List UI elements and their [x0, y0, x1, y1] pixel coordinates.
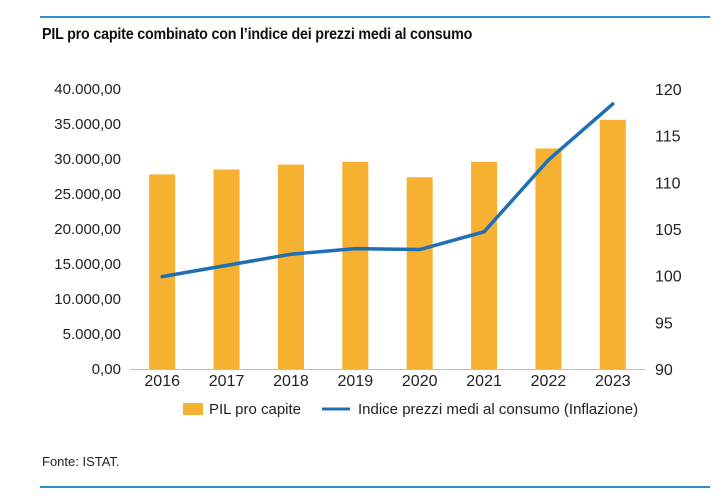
left-tick-label: 40.000,00 — [54, 81, 121, 98]
bar-2019 — [342, 161, 369, 369]
right-tick-label: 115 — [655, 129, 681, 146]
x-tick-label: 2018 — [273, 373, 309, 390]
legend-line-label: Indice prezzi medi al consumo (Inflazion… — [358, 401, 638, 418]
left-tick-label: 10.000,00 — [54, 291, 121, 308]
x-tick-label: 2021 — [466, 373, 502, 390]
right-tick-label: 120 — [655, 82, 682, 99]
left-tick-label: 30.000,00 — [54, 151, 121, 168]
x-tick-label: 2023 — [595, 373, 631, 390]
bar-series — [149, 119, 626, 369]
left-tick-label: 0,00 — [92, 361, 121, 378]
legend-bar-label: PIL pro capite — [209, 401, 301, 418]
legend: PIL pro capite Indice prezzi medi al con… — [183, 401, 638, 418]
bar-2021 — [471, 161, 498, 369]
bar-2016 — [149, 174, 176, 369]
right-tick-label: 110 — [655, 175, 681, 192]
line-series — [160, 102, 615, 279]
right-tick-label: 95 — [655, 315, 673, 332]
left-tick-label: 35.000,00 — [54, 116, 121, 133]
right-tick-label: 105 — [655, 222, 682, 239]
x-tick-label: 2017 — [209, 373, 245, 390]
right-tick-label: 90 — [655, 362, 673, 379]
x-axis: 2016 2017 2018 2019 2020 2021 2022 2023 — [130, 369, 645, 390]
x-tick-label: 2020 — [402, 373, 438, 390]
bar-2017 — [213, 169, 240, 369]
legend-bar-swatch — [183, 403, 203, 415]
right-axis: 90 95 100 105 110 115 120 — [655, 82, 682, 379]
left-tick-label: 15.000,00 — [54, 256, 121, 273]
x-tick-label: 2019 — [338, 373, 374, 390]
chart-title: PIL pro capite combinato con l’indice de… — [42, 26, 473, 43]
right-tick-label: 100 — [655, 269, 682, 286]
bar-2018 — [277, 164, 304, 369]
bar-2023 — [599, 119, 626, 369]
left-tick-label: 5.000,00 — [63, 326, 121, 343]
top-rule — [40, 16, 710, 18]
bar-2020 — [406, 177, 433, 369]
left-tick-label: 25.000,00 — [54, 186, 121, 203]
x-tick-label: 2022 — [531, 373, 567, 390]
x-tick-label: 2016 — [144, 373, 180, 390]
left-axis: 0,00 5.000,00 10.000,00 15.000,00 20.000,00 2… — [54, 81, 121, 378]
source-note: Fonte: ISTAT. — [42, 454, 120, 469]
bar-2022 — [535, 148, 562, 369]
bottom-rule — [40, 486, 710, 488]
inflation-line — [160, 102, 615, 279]
left-tick-label: 20.000,00 — [54, 221, 121, 238]
